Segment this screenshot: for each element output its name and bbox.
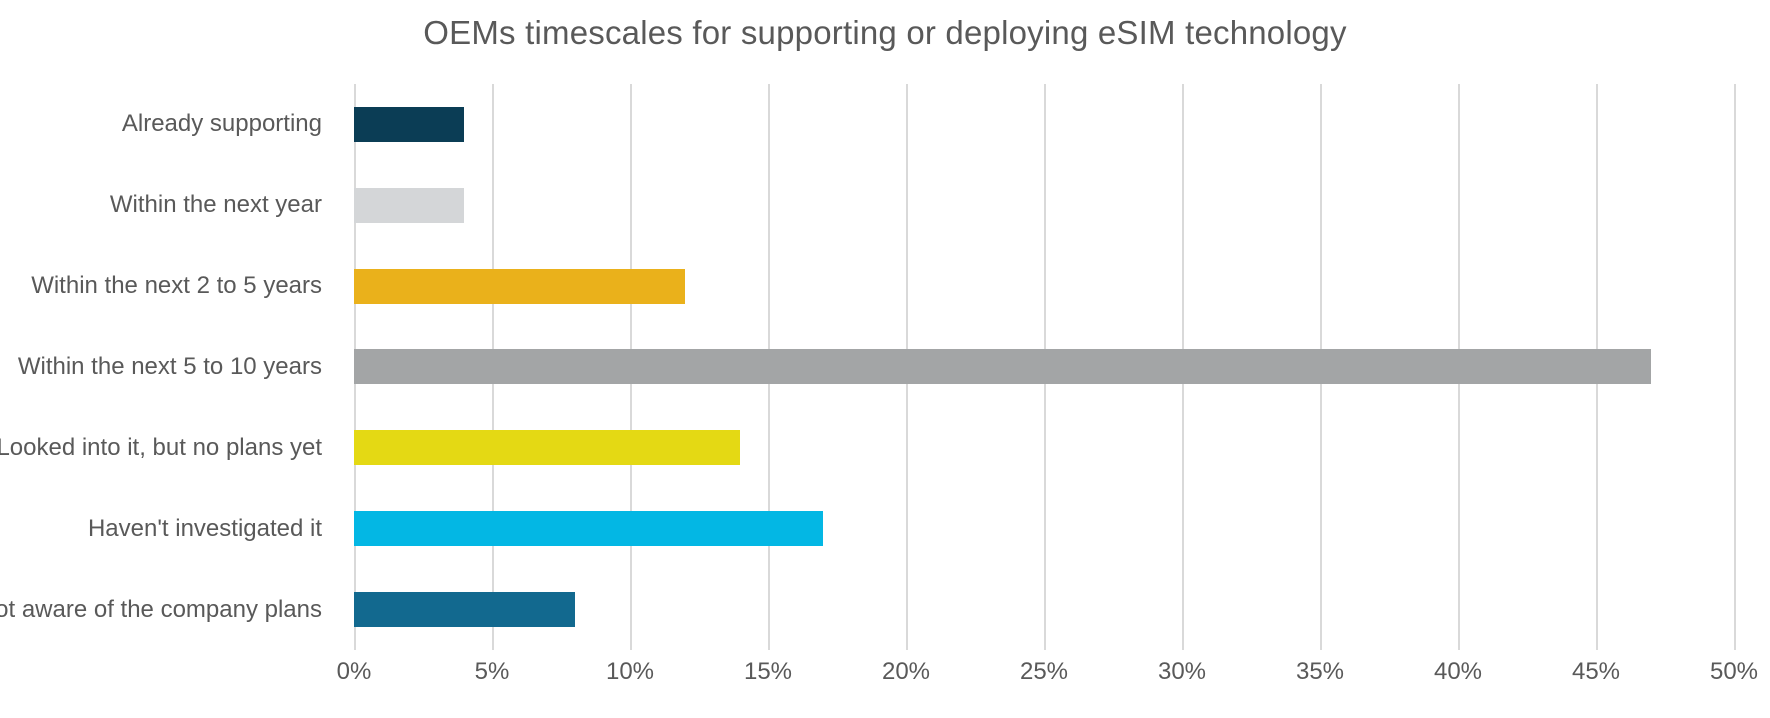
x-axis-tick-labels: 0% 5% 10% 15% 20% 25% 30% 35% 40% 45% 50% (337, 658, 1758, 702)
bar-row (354, 327, 1734, 408)
chart-title: OEMs timescales for supporting or deploy… (423, 14, 1347, 51)
y-axis-label: Already supporting (121, 110, 322, 138)
bar[interactable] (354, 430, 741, 466)
x-axis-tick-label: 45% (1571, 658, 1621, 685)
y-axis-label: Haven't investigated it (87, 514, 322, 542)
bar[interactable] (354, 106, 465, 142)
bar[interactable] (354, 187, 465, 223)
x-axis-tick-label: 5% (474, 658, 510, 685)
bar-row (354, 488, 1734, 569)
bar-row (354, 246, 1734, 327)
y-axis-label: Within the next 2 to 5 years (31, 272, 322, 300)
bar-row (354, 569, 1734, 650)
x-axis-tick-label: 20% (881, 658, 931, 685)
x-axis-tick-label: 25% (1019, 658, 1069, 685)
y-axis-label: Within the next 5 to 10 years (17, 352, 322, 380)
x-axis-tick-label: 10% (605, 658, 655, 685)
x-axis-tick-label: 30% (1157, 658, 1207, 685)
bar[interactable] (354, 349, 1652, 385)
x-axis-tick-label: 35% (1295, 658, 1345, 685)
plot-area (354, 84, 1736, 650)
bar[interactable] (354, 511, 824, 547)
y-axis-label: Within the next year (109, 191, 322, 219)
x-axis-tick-label: 0% (336, 658, 372, 685)
y-axis-category-labels: Already supporting Within the next year Wi… (0, 84, 340, 650)
bar[interactable] (354, 592, 575, 628)
gridline-50pct (1734, 84, 1736, 650)
y-axis-label: Looked into it, but no plans yet (0, 433, 322, 461)
bar-series (354, 84, 1734, 650)
x-axis-tick-label: 40% (1433, 658, 1483, 685)
bar[interactable] (354, 268, 686, 304)
bar-row (354, 84, 1734, 165)
bar-row (354, 407, 1734, 488)
y-axis-label: Not aware of the company plans (0, 595, 322, 623)
bar-row (354, 165, 1734, 246)
x-axis-tick-label: 50% (1709, 658, 1759, 685)
x-axis-tick-label: 15% (743, 658, 793, 685)
